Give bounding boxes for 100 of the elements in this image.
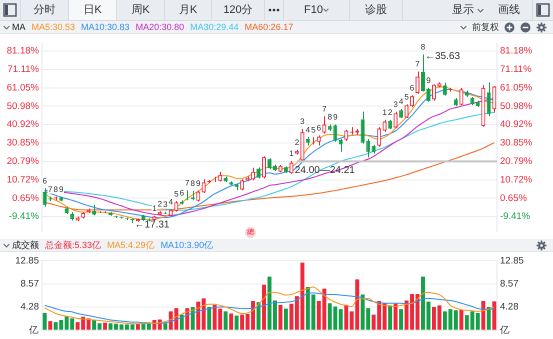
candlestick bbox=[262, 156, 266, 179]
text: 4 bbox=[168, 198, 174, 207]
text: 分时 bbox=[21, 0, 69, 20]
text: 画线 bbox=[498, 3, 520, 18]
candlestick bbox=[92, 204, 96, 216]
y-tick-label: 8.57 bbox=[20, 278, 39, 290]
bar bbox=[284, 308, 288, 330]
text: 1 bbox=[289, 149, 294, 158]
candlestick bbox=[432, 84, 436, 102]
candlestick bbox=[410, 94, 414, 108]
bar bbox=[163, 323, 168, 330]
text: MA60:26.17 bbox=[244, 22, 294, 32]
y-tick-label: 40.92% bbox=[6, 119, 40, 130]
y-tick-label: 71.11% bbox=[7, 64, 40, 76]
text: 5 bbox=[404, 92, 409, 102]
candlestick bbox=[289, 160, 294, 174]
candlestick bbox=[421, 54, 425, 92]
text: 2 bbox=[388, 108, 392, 118]
annotation: ←35.63 bbox=[424, 51, 460, 62]
text: 5 bbox=[174, 189, 179, 198]
candlestick bbox=[442, 82, 447, 96]
text: 8 bbox=[328, 112, 332, 122]
text: 9 bbox=[58, 184, 64, 194]
line-series bbox=[44, 286, 495, 324]
candlestick bbox=[251, 167, 256, 181]
text: 6 bbox=[410, 83, 414, 92]
y-tick-label: 20.79% bbox=[6, 156, 40, 167]
text: MA5:30.53 bbox=[32, 22, 76, 32]
text: 7 bbox=[185, 178, 190, 188]
text: 前复权 bbox=[472, 20, 499, 34]
bar bbox=[229, 314, 234, 330]
legend-title: 成交额 bbox=[12, 238, 39, 252]
y-tick-label: 30.85% bbox=[6, 138, 40, 149]
line-series bbox=[44, 292, 495, 324]
text: 8 bbox=[190, 179, 195, 188]
y2-tick-label: -9.41% bbox=[500, 211, 531, 222]
bar bbox=[180, 314, 184, 330]
y-tick-label: 10.72% bbox=[6, 174, 40, 186]
bar bbox=[278, 304, 282, 330]
bar bbox=[48, 321, 52, 330]
bar bbox=[234, 316, 239, 330]
text: 3 bbox=[393, 100, 398, 109]
y-tick-label: 12.85 bbox=[15, 255, 39, 266]
y2-tick-label: 10.72% bbox=[500, 174, 533, 186]
text: 总金额:5.33亿 bbox=[45, 238, 102, 252]
candlestick bbox=[377, 126, 382, 148]
candlestick bbox=[256, 166, 261, 179]
text: 6 bbox=[180, 188, 184, 198]
candlestick bbox=[174, 200, 178, 212]
y2-tick-label: 71.11% bbox=[500, 64, 532, 76]
bar bbox=[103, 322, 108, 330]
text: F10 bbox=[284, 0, 350, 20]
candlestick bbox=[426, 87, 430, 102]
text: 日K bbox=[69, 0, 117, 20]
text: 2 bbox=[158, 199, 162, 208]
y-tick-label: 81.18% bbox=[6, 46, 40, 57]
candlestick bbox=[333, 124, 338, 142]
candlestick bbox=[459, 87, 464, 106]
text: 9 bbox=[333, 112, 338, 122]
candlestick bbox=[388, 119, 392, 130]
candlestick bbox=[366, 138, 370, 158]
y2-tick-label: 50.98% bbox=[500, 100, 533, 112]
candlestick bbox=[218, 171, 222, 182]
y-tick-label: -9.41% bbox=[8, 211, 40, 222]
bar bbox=[399, 309, 404, 330]
text: 7 bbox=[415, 60, 420, 69]
bar bbox=[256, 302, 261, 330]
y2-tick-label: 30.85% bbox=[500, 138, 533, 149]
y-tick-label: 50.98% bbox=[6, 100, 40, 112]
text: 周K bbox=[117, 0, 165, 20]
text: 3 bbox=[300, 117, 305, 126]
legend-title: MA bbox=[12, 22, 26, 32]
text: MA5:4.29亿 bbox=[107, 238, 155, 252]
candlestick bbox=[268, 158, 272, 170]
text: 3 bbox=[163, 200, 168, 209]
text: 120分 bbox=[212, 0, 265, 20]
text: 6 bbox=[316, 124, 322, 133]
text: 1 bbox=[382, 108, 387, 118]
candlestick bbox=[316, 134, 321, 146]
candlestick bbox=[360, 111, 365, 144]
text: 4 bbox=[398, 97, 404, 106]
bar bbox=[136, 324, 140, 330]
text: MA20:30.80 bbox=[136, 22, 184, 32]
y-tick-label: 61.05% bbox=[6, 82, 40, 94]
text: 6 bbox=[42, 176, 47, 186]
y2-tick-label: 亿 bbox=[499, 324, 510, 336]
text: MA30:29.44 bbox=[190, 22, 239, 32]
bar bbox=[388, 305, 392, 330]
candlestick bbox=[394, 111, 398, 129]
text: 9 bbox=[426, 76, 431, 86]
text: MA10:3.90亿 bbox=[160, 238, 214, 252]
text: 诊股 bbox=[350, 0, 403, 20]
annotation: ←17.31 bbox=[134, 220, 170, 231]
bar bbox=[486, 307, 491, 330]
candlestick bbox=[382, 119, 387, 132]
bar bbox=[224, 311, 228, 330]
y2-tick-label: 12.85 bbox=[500, 255, 524, 266]
y2-tick-label: 81.18% bbox=[500, 46, 533, 57]
candlestick bbox=[486, 82, 491, 117]
text: 显示 bbox=[452, 3, 475, 18]
